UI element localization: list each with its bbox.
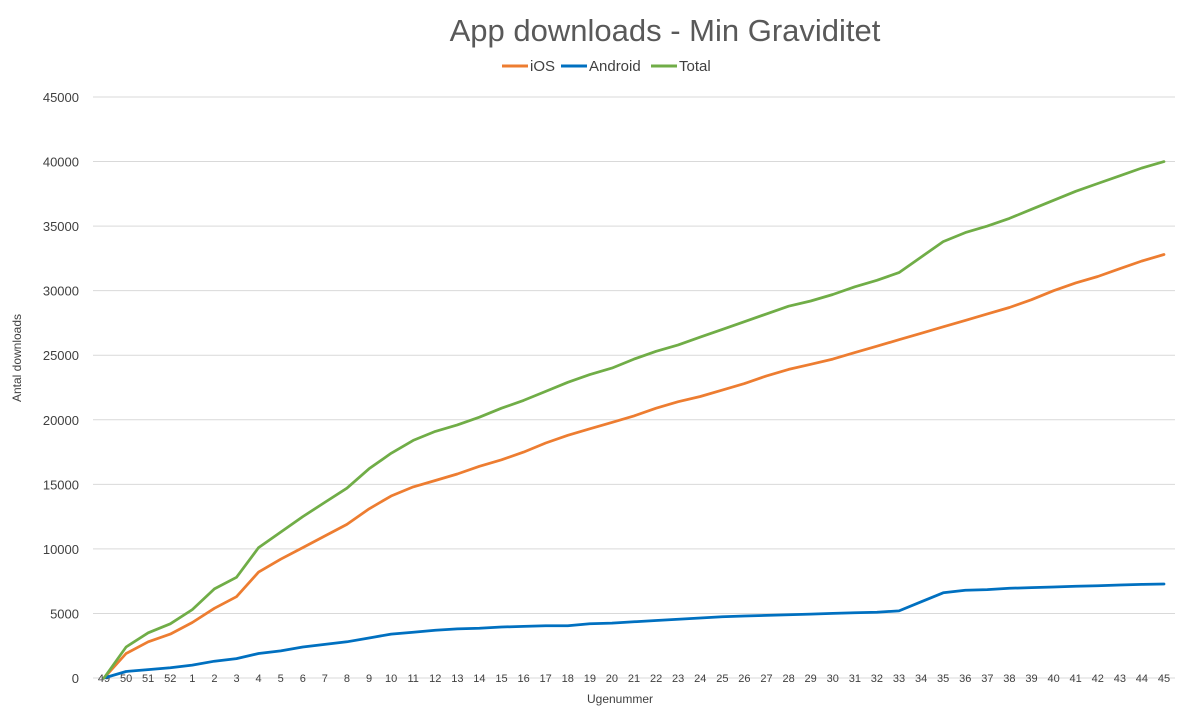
x-tick-label: 44 bbox=[1136, 673, 1148, 685]
x-tick-label: 35 bbox=[937, 673, 949, 685]
x-tick-label: 51 bbox=[142, 673, 154, 685]
series-line-ios bbox=[102, 253, 1166, 680]
x-tick-label: 16 bbox=[517, 673, 529, 685]
x-tick-label: 34 bbox=[915, 673, 927, 685]
x-tick-label: 20 bbox=[606, 673, 618, 685]
x-tick-label: 19 bbox=[584, 673, 596, 685]
x-tick-label: 1 bbox=[189, 673, 195, 685]
series-line-total bbox=[102, 160, 1166, 680]
x-tick-label: 22 bbox=[650, 673, 662, 685]
y-axis-label: Antal downloads bbox=[10, 314, 24, 402]
x-tick-label: 40 bbox=[1047, 673, 1059, 685]
x-tick-label: 33 bbox=[893, 673, 905, 685]
x-tick-label: 4 bbox=[256, 673, 262, 685]
y-axis-ticks: 0 5000 10000 15000 20000 25000 30000 35000 40000… bbox=[43, 90, 79, 686]
y-tick-label: 30000 bbox=[43, 284, 79, 299]
x-tick-label: 11 bbox=[407, 673, 418, 685]
y-tick-label: 35000 bbox=[43, 219, 79, 234]
x-tick-label: 9 bbox=[366, 673, 372, 685]
x-tick-label: 30 bbox=[827, 673, 839, 685]
x-tick-label: 38 bbox=[1003, 673, 1015, 685]
x-tick-label: 2 bbox=[211, 673, 217, 685]
x-tick-label: 5 bbox=[278, 673, 284, 685]
x-tick-label: 10 bbox=[385, 673, 397, 685]
y-tick-label: 0 bbox=[72, 671, 79, 686]
x-tick-label: 7 bbox=[322, 673, 328, 685]
x-tick-label: 25 bbox=[716, 673, 728, 685]
legend-label: Android bbox=[589, 58, 641, 75]
x-tick-label: 29 bbox=[805, 673, 817, 685]
x-tick-label: 41 bbox=[1070, 673, 1082, 685]
y-tick-label: 40000 bbox=[43, 155, 79, 170]
x-tick-label: 6 bbox=[300, 673, 306, 685]
chart-title: App downloads - Min Graviditet bbox=[450, 13, 881, 48]
x-tick-label: 3 bbox=[233, 673, 239, 685]
x-tick-label: 27 bbox=[760, 673, 772, 685]
x-tick-label: 24 bbox=[694, 673, 706, 685]
legend-item-total: Total bbox=[651, 58, 711, 75]
y-tick-label: 25000 bbox=[43, 348, 79, 363]
x-tick-label: 37 bbox=[981, 673, 993, 685]
x-tick-label: 39 bbox=[1025, 673, 1037, 685]
chart-legend: iOS Android Total bbox=[502, 58, 711, 75]
y-tick-label: 45000 bbox=[43, 90, 79, 105]
x-tick-label: 36 bbox=[959, 673, 971, 685]
legend-item-android: Android bbox=[561, 58, 641, 75]
x-tick-label: 15 bbox=[495, 673, 507, 685]
y-tick-label: 20000 bbox=[43, 413, 79, 428]
x-tick-label: 28 bbox=[782, 673, 794, 685]
x-tick-label: 8 bbox=[344, 673, 350, 685]
x-tick-label: 26 bbox=[738, 673, 750, 685]
x-tick-label: 14 bbox=[473, 673, 485, 685]
x-tick-label: 18 bbox=[562, 673, 574, 685]
x-tick-label: 13 bbox=[451, 673, 463, 685]
x-tick-label: 42 bbox=[1092, 673, 1104, 685]
x-tick-label: 12 bbox=[429, 673, 441, 685]
x-axis-ticks: 49 50 51 52 1 2 3 4 5 6 7 8 9 10 11 12 13 14 15 16 17 18 19 20 2… bbox=[98, 673, 1170, 685]
legend-label: Total bbox=[679, 58, 711, 75]
x-tick-label: 50 bbox=[120, 673, 132, 685]
x-tick-label: 43 bbox=[1114, 673, 1126, 685]
y-tick-label: 15000 bbox=[43, 477, 79, 492]
x-axis-label: Ugenummer bbox=[587, 692, 653, 706]
legend-label: iOS bbox=[530, 58, 555, 75]
x-tick-label: 32 bbox=[871, 673, 883, 685]
x-tick-label: 21 bbox=[628, 673, 640, 685]
series-lines bbox=[102, 160, 1166, 680]
y-tick-label: 5000 bbox=[50, 606, 79, 621]
series-line-android bbox=[102, 582, 1166, 680]
x-tick-label: 17 bbox=[540, 673, 552, 685]
x-tick-label: 45 bbox=[1158, 673, 1170, 685]
legend-item-ios: iOS bbox=[502, 58, 555, 75]
x-tick-label: 31 bbox=[849, 673, 861, 685]
y-tick-label: 10000 bbox=[43, 542, 79, 557]
x-tick-label: 23 bbox=[672, 673, 684, 685]
gridlines bbox=[93, 96, 1175, 679]
x-tick-label: 52 bbox=[164, 673, 176, 685]
